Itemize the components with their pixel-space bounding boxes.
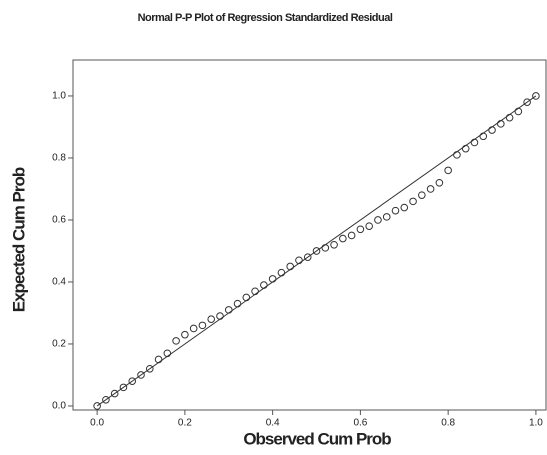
point	[173, 338, 180, 345]
x-tick-label: 0.0	[90, 418, 104, 429]
point	[234, 300, 241, 307]
point	[348, 232, 355, 239]
x-tick-label: 0.6	[353, 418, 367, 429]
point	[357, 226, 364, 233]
point	[480, 133, 487, 140]
point	[340, 235, 347, 242]
point	[462, 145, 469, 152]
point	[392, 207, 399, 214]
point	[498, 121, 505, 128]
y-tick-label: 0.0	[52, 401, 66, 412]
point	[410, 198, 417, 205]
point	[445, 167, 452, 174]
y-tick-label: 0.6	[52, 215, 66, 226]
point	[419, 192, 426, 199]
y-axis-title: Expected Cum Prob	[9, 167, 28, 312]
point	[506, 114, 513, 121]
point	[489, 127, 496, 134]
x-tick-label: 0.8	[441, 418, 455, 429]
point	[243, 294, 250, 301]
point	[190, 325, 197, 332]
point	[383, 214, 390, 221]
point	[454, 152, 461, 159]
point	[278, 269, 285, 276]
point	[322, 245, 329, 252]
point	[199, 322, 206, 329]
y-tick-label: 0.4	[52, 277, 66, 288]
x-tick-label: 0.4	[266, 418, 280, 429]
point	[375, 217, 382, 224]
point	[225, 307, 232, 314]
chart-title: Normal P-P Plot of Regression Standardiz…	[138, 12, 393, 24]
point	[155, 356, 162, 363]
point	[401, 204, 408, 211]
point	[331, 241, 338, 248]
y-tick-label: 0.8	[52, 153, 66, 164]
point	[252, 288, 259, 295]
plot-frame	[73, 60, 546, 410]
x-axis-title: Observed Cum Prob	[243, 429, 391, 448]
point	[217, 313, 224, 320]
point	[261, 282, 268, 289]
point	[164, 350, 171, 357]
chart: Normal P-P Plot of Regression Standardiz…	[0, 0, 547, 455]
point	[471, 139, 478, 146]
point	[208, 316, 215, 323]
point	[515, 108, 522, 115]
point	[427, 186, 434, 193]
point	[287, 263, 294, 270]
point	[366, 223, 373, 230]
point	[182, 331, 189, 338]
y-tick-label: 1.0	[52, 91, 66, 102]
y-tick-label: 0.2	[52, 339, 66, 350]
point	[94, 403, 101, 410]
reference-line	[97, 96, 536, 406]
point	[296, 257, 303, 264]
x-tick-label: 0.2	[178, 418, 192, 429]
x-tick-label: 1.0	[529, 418, 543, 429]
point	[269, 276, 276, 283]
point	[436, 179, 443, 186]
